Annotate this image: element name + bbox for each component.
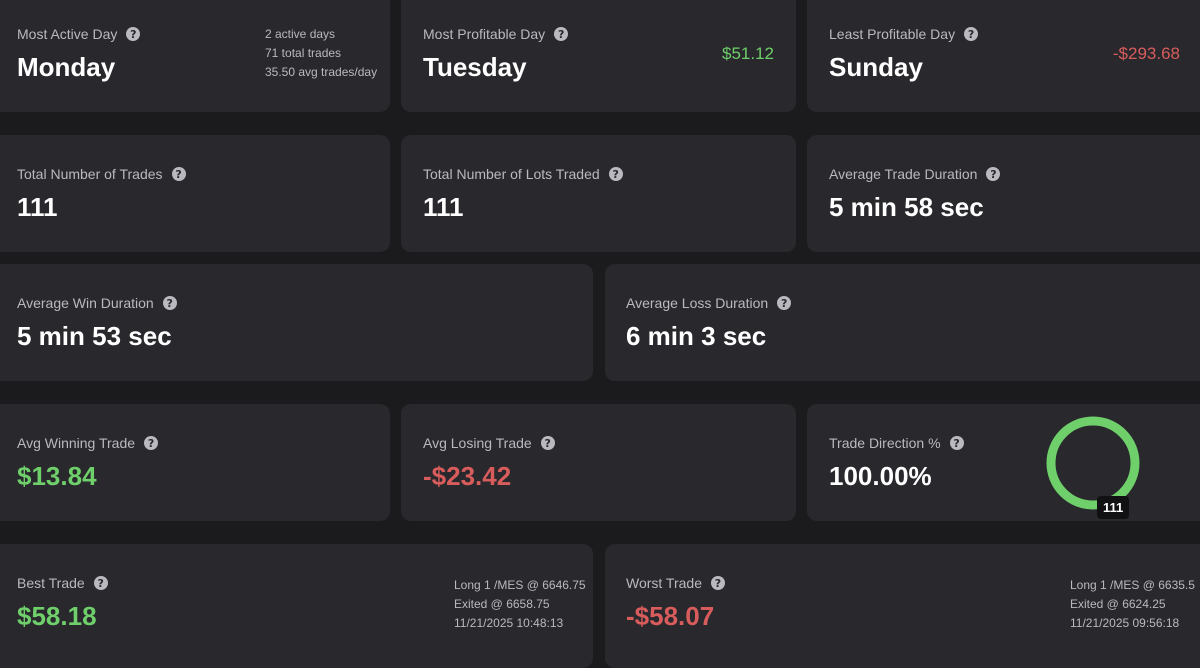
avg-losing-trade-card: Avg Losing Trade ? -$23.42 [401, 404, 796, 521]
ring-long-segment [1046, 416, 1140, 510]
best-trade-details: Long 1 /MES @ 6646.75 Exited @ 6658.75 1… [454, 576, 586, 633]
help-icon[interactable]: ? [540, 436, 555, 450]
avg-win-duration-card: Average Win Duration ? 5 min 53 sec [0, 264, 593, 381]
help-icon[interactable]: ? [126, 27, 141, 41]
active-days-count: 2 active days [265, 27, 336, 41]
best-trade-value: $58.18 [17, 601, 97, 631]
trade-direction-ring[interactable] [1045, 415, 1141, 511]
total-lots-label: Total Number of Lots Traded [423, 166, 600, 182]
help-icon[interactable]: ? [777, 296, 792, 310]
avg-winning-trade-label: Avg Winning Trade [17, 435, 136, 451]
avg-trades-per-day: 35.50 avg trades/day [265, 65, 378, 79]
trade-direction-value: 100.00% [829, 461, 932, 491]
avg-loss-duration-value: 6 min 3 sec [626, 321, 767, 351]
best-trade-label: Best Trade [17, 575, 85, 591]
help-icon[interactable]: ? [144, 436, 159, 450]
help-icon[interactable]: ? [964, 27, 979, 41]
worst-trade-details: Long 1 /MES @ 6635.5 Exited @ 6624.25 11… [1070, 576, 1195, 633]
most-active-day-value: Monday [17, 52, 116, 82]
worst-trade-entry: Long 1 /MES @ 6635.5 [1070, 578, 1195, 592]
help-icon[interactable]: ? [949, 436, 964, 450]
best-trade-entry: Long 1 /MES @ 6646.75 [454, 578, 586, 592]
worst-trade-timestamp: 11/21/2025 09:56:18 [1070, 616, 1180, 630]
avg-winning-trade-value: $13.84 [17, 461, 97, 491]
help-icon[interactable]: ? [711, 576, 725, 590]
total-trades-count: 71 total trades [265, 46, 342, 60]
avg-loss-duration-card: Average Loss Duration ? 6 min 3 sec [605, 264, 1200, 381]
least-profitable-day-card: Least Profitable Day ? Sunday -$293.68 [807, 0, 1200, 112]
worst-trade-label: Worst Trade [626, 575, 702, 591]
total-lots-value: 111 [423, 192, 464, 222]
help-icon[interactable]: ? [171, 167, 186, 181]
most-profitable-day-card: Most Profitable Day ? Tuesday $51.12 [401, 0, 796, 112]
help-icon[interactable]: ? [986, 167, 1001, 181]
help-icon[interactable]: ? [554, 27, 569, 41]
trade-direction-card: Trade Direction % ? 100.00% 111 [807, 404, 1200, 521]
total-lots-card: Total Number of Lots Traded ? 111 [401, 135, 796, 252]
worst-trade-value: -$58.07 [626, 601, 715, 631]
trade-direction-label: Trade Direction % [829, 435, 941, 451]
total-trades-label: Total Number of Trades [17, 166, 163, 182]
most-active-day-label: Most Active Day [17, 26, 118, 42]
avg-losing-trade-value: -$23.42 [423, 461, 512, 491]
avg-trade-duration-card: Average Trade Duration ? 5 min 58 sec [807, 135, 1200, 252]
help-icon[interactable]: ? [608, 167, 623, 181]
most-profitable-day-value: Tuesday [423, 52, 527, 82]
avg-loss-duration-label: Average Loss Duration [626, 295, 769, 311]
help-icon[interactable]: ? [93, 576, 108, 590]
most-profitable-day-amount: $51.12 [722, 44, 774, 63]
help-icon[interactable]: ? [162, 296, 177, 310]
ring-tooltip: 111 [1097, 496, 1130, 519]
avg-losing-trade-label: Avg Losing Trade [423, 435, 532, 451]
best-trade-card: Best Trade ? $58.18 Long 1 /MES @ 6646.7… [0, 544, 593, 668]
least-profitable-day-amount: -$293.68 [1112, 44, 1180, 63]
most-active-day-stats: 2 active days 71 total trades 35.50 avg … [265, 25, 377, 82]
total-trades-value: 111 [17, 192, 58, 222]
avg-trade-duration-label: Average Trade Duration [829, 166, 978, 182]
worst-trade-card: Worst Trade ? -$58.07 Long 1 /MES @ 6635… [605, 544, 1200, 668]
least-profitable-day-value: Sunday [829, 52, 923, 82]
avg-win-duration-label: Average Win Duration [17, 295, 154, 311]
avg-win-duration-value: 5 min 53 sec [17, 321, 172, 351]
total-trades-card: Total Number of Trades ? 111 [0, 135, 390, 252]
best-trade-exit: Exited @ 6658.75 [454, 597, 550, 611]
least-profitable-day-label: Least Profitable Day [829, 26, 956, 42]
avg-trade-duration-value: 5 min 58 sec [829, 192, 984, 222]
avg-winning-trade-card: Avg Winning Trade ? $13.84 [0, 404, 390, 521]
most-profitable-day-label: Most Profitable Day [423, 26, 546, 42]
most-active-day-card: Most Active Day ? Monday 2 active days 7… [0, 0, 390, 112]
worst-trade-exit: Exited @ 6624.25 [1070, 597, 1166, 611]
best-trade-timestamp: 11/21/2025 10:48:13 [454, 616, 564, 630]
